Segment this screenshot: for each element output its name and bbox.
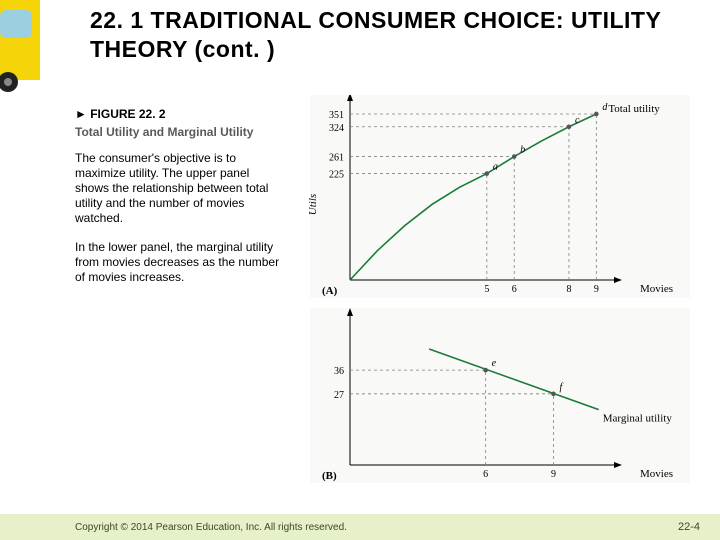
svg-text:(B): (B) [322,470,337,482]
svg-text:Marginal utility: Marginal utility [603,413,673,425]
svg-text:b: b [520,145,525,156]
svg-text:6: 6 [483,469,488,480]
body-paragraph-1: The consumer's objective is to maximize … [75,151,285,226]
svg-text:c: c [575,115,580,126]
svg-text:225: 225 [329,170,344,181]
svg-text:(A): (A) [322,285,338,297]
svg-text:351: 351 [329,110,344,121]
svg-text:Movies: Movies [640,468,673,480]
svg-text:9: 9 [594,284,599,295]
figure-caption: Total Utility and Marginal Utility [75,125,253,139]
car-decoration-icon [0,0,60,100]
svg-text:Movies: Movies [640,283,673,295]
figure-label: ► FIGURE 22. 2 [75,107,166,121]
svg-text:261: 261 [329,153,344,164]
svg-text:36: 36 [334,366,344,377]
svg-text:5: 5 [484,284,489,295]
copyright-text: Copyright © 2014 Pearson Education, Inc.… [75,522,347,533]
left-text-block: ► FIGURE 22. 2 Total Utility and Margina… [75,105,285,299]
svg-text:8: 8 [566,284,571,295]
svg-text:27: 27 [334,390,344,401]
svg-text:a: a [493,162,498,173]
svg-text:6: 6 [512,284,517,295]
svg-text:e: e [492,358,497,369]
svg-text:9: 9 [551,469,556,480]
figure-charts: Utils2252613243515689abcdMoviesTotal uti… [300,95,700,485]
body-paragraph-2: In the lower panel, the marginal utility… [75,240,285,285]
page-number: 22-4 [678,521,700,533]
svg-text:324: 324 [329,123,344,134]
page-title: 22. 1 TRADITIONAL CONSUMER CHOICE: UTILI… [90,6,690,64]
svg-text:Utils: Utils [307,194,319,215]
footer-bar: Copyright © 2014 Pearson Education, Inc.… [0,514,720,540]
svg-text:Total utility: Total utility [608,103,660,115]
